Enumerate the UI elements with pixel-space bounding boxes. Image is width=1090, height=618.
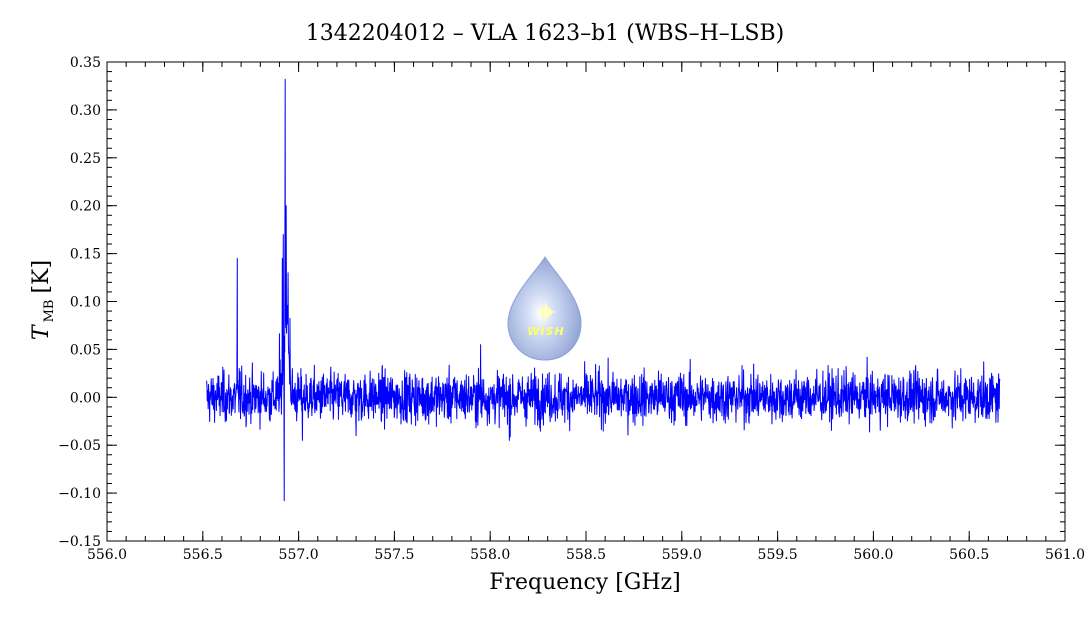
y-axis-ticks: −0.15 −0.10 −0.05 0.00 0.05 0.10 0.15 0.20 0.25 0… xyxy=(58,55,1065,550)
minor-ticks xyxy=(106,61,1066,542)
x-tick-label: 557.5 xyxy=(374,547,414,563)
y-tick-label: 0.35 xyxy=(70,55,101,71)
x-tick-label: 559.0 xyxy=(662,547,702,563)
y-axis-label: TMB [K] xyxy=(29,260,57,340)
y-tick-label: −0.10 xyxy=(58,486,101,502)
y-tick-label: 0.25 xyxy=(70,151,101,167)
x-axis-ticks: 556.0 556.5 557.0 557.5 558.0 558.5 559.0 559.5… xyxy=(87,62,1085,563)
y-tick-label: 0.10 xyxy=(70,295,101,311)
x-tick-label: 558.0 xyxy=(470,547,510,563)
logo-text: WISH xyxy=(527,325,564,338)
chart-title: 1342204012 – VLA 1623–b1 (WBS–H–LSB) xyxy=(306,21,784,46)
y-tick-label: 0.20 xyxy=(70,199,101,215)
x-tick-label: 560.0 xyxy=(853,547,893,563)
y-tick-label: 0.00 xyxy=(70,390,101,406)
y-tick-label: −0.05 xyxy=(58,438,101,454)
spectrum-series-line xyxy=(206,78,1001,502)
x-axis-label: Frequency [GHz] xyxy=(489,570,681,595)
x-tick-label: 561.0 xyxy=(1045,547,1085,563)
x-tick-label: 559.5 xyxy=(758,547,798,563)
x-tick-label: 557.0 xyxy=(279,547,319,563)
wish-logo: WISH xyxy=(507,256,582,361)
star-icon xyxy=(536,302,556,322)
y-axis-label-sub: MB xyxy=(42,300,57,323)
y-tick-label: 0.15 xyxy=(70,247,101,263)
x-tick-label: 556.5 xyxy=(183,547,223,563)
y-axis-label-unit: [K] xyxy=(29,260,54,294)
y-axis-label-main: T xyxy=(29,323,54,340)
y-tick-label: 0.05 xyxy=(70,342,101,358)
x-tick-label: 558.5 xyxy=(566,547,606,563)
svg-text:TMB[K]: TMB [K] xyxy=(29,260,57,340)
y-tick-label: −0.15 xyxy=(58,534,101,550)
y-tick-label: 0.30 xyxy=(70,103,101,119)
x-tick-label: 556.0 xyxy=(87,547,127,563)
x-tick-label: 560.5 xyxy=(949,547,989,563)
plot-frame xyxy=(106,61,1066,542)
